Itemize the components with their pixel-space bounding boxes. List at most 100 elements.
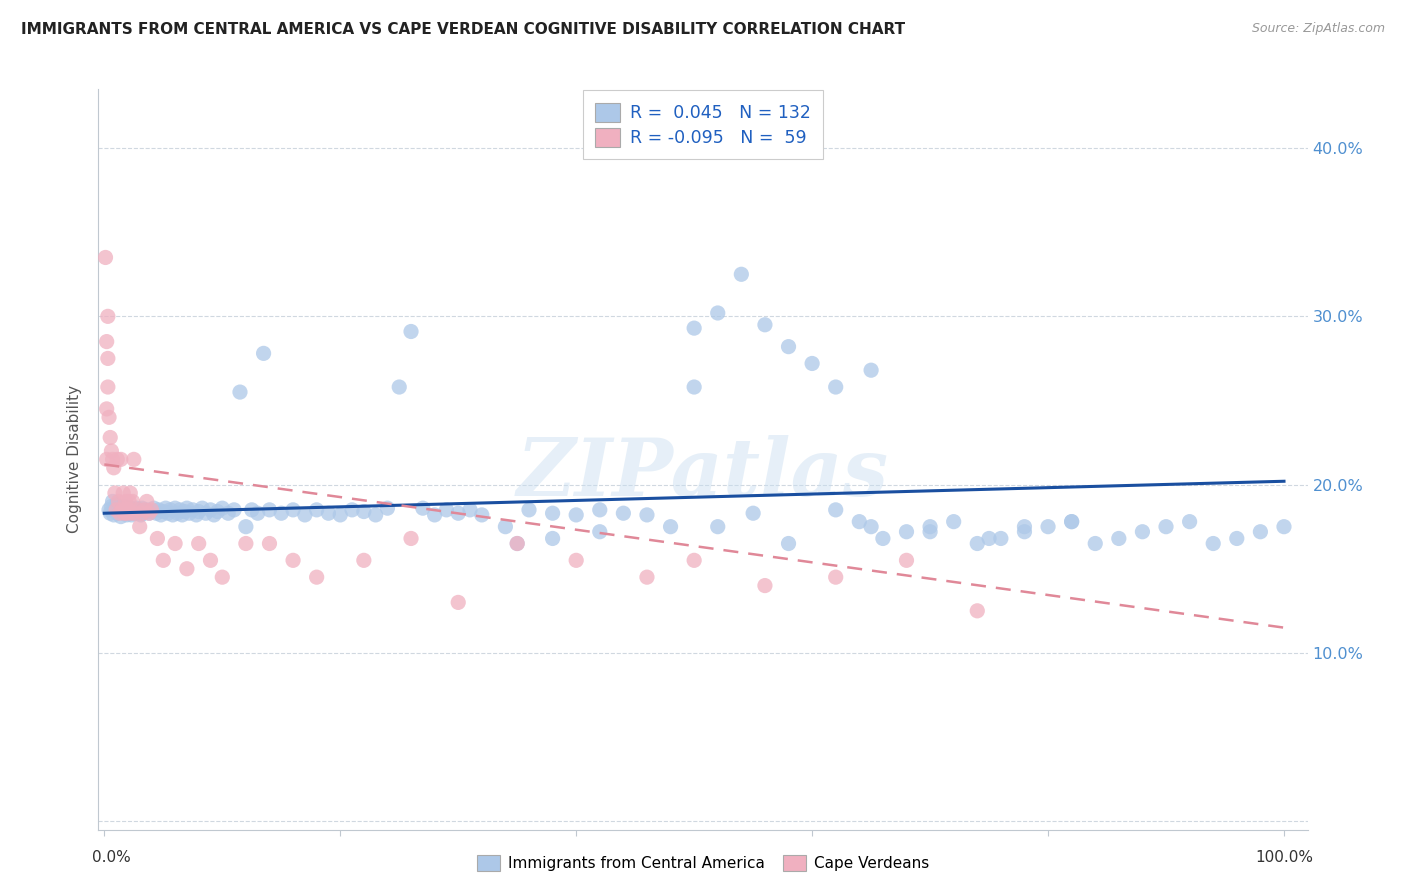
Point — [517, 503, 540, 517]
Point — [101, 494, 124, 508]
Point — [135, 503, 157, 517]
Point — [1132, 524, 1154, 539]
Point — [1036, 519, 1059, 533]
Point — [117, 503, 139, 517]
Point — [115, 506, 138, 520]
Point — [200, 503, 222, 517]
Point — [112, 486, 135, 500]
Point — [131, 501, 153, 516]
Point — [107, 501, 129, 516]
Point — [824, 380, 846, 394]
Point — [111, 501, 134, 516]
Point — [1272, 519, 1295, 533]
Legend: Immigrants from Central America, Cape Verdeans: Immigrants from Central America, Cape Ve… — [471, 849, 935, 877]
Text: IMMIGRANTS FROM CENTRAL AMERICA VS CAPE VERDEAN COGNITIVE DISABILITY CORRELATION: IMMIGRANTS FROM CENTRAL AMERICA VS CAPE … — [21, 22, 905, 37]
Point — [124, 506, 146, 520]
Point — [942, 515, 965, 529]
Point — [120, 506, 142, 520]
Point — [305, 503, 328, 517]
Point — [990, 532, 1012, 546]
Point — [100, 444, 122, 458]
Point — [120, 486, 142, 500]
Point — [127, 506, 149, 520]
Point — [896, 553, 918, 567]
Point — [186, 508, 208, 522]
Point — [329, 508, 352, 522]
Point — [124, 504, 146, 518]
Point — [860, 363, 883, 377]
Point — [240, 503, 263, 517]
Point — [134, 503, 156, 517]
Point — [112, 506, 135, 520]
Point — [157, 506, 180, 520]
Point — [108, 506, 131, 520]
Y-axis label: Cognitive Disability: Cognitive Disability — [67, 385, 83, 533]
Point — [118, 506, 141, 520]
Point — [173, 504, 195, 518]
Point — [353, 553, 375, 567]
Point — [121, 503, 143, 517]
Point — [541, 532, 564, 546]
Point — [135, 494, 157, 508]
Point — [259, 536, 281, 550]
Point — [1202, 536, 1225, 550]
Point — [211, 501, 233, 516]
Point — [127, 503, 149, 517]
Point — [259, 503, 281, 517]
Point — [118, 494, 141, 508]
Point — [589, 503, 612, 517]
Point — [318, 506, 340, 520]
Point — [114, 504, 136, 518]
Point — [128, 503, 150, 517]
Point — [1108, 532, 1130, 546]
Point — [100, 500, 122, 514]
Point — [1226, 532, 1249, 546]
Point — [181, 503, 204, 517]
Point — [364, 508, 387, 522]
Point — [98, 410, 121, 425]
Point — [612, 506, 634, 520]
Point — [96, 452, 118, 467]
Point — [506, 536, 529, 550]
Point — [1060, 515, 1083, 529]
Point — [96, 334, 118, 349]
Point — [211, 570, 233, 584]
Point — [172, 508, 194, 522]
Point — [872, 532, 894, 546]
Point — [636, 508, 658, 522]
Point — [135, 504, 157, 518]
Point — [200, 553, 222, 567]
Point — [207, 504, 229, 518]
Point — [152, 553, 174, 567]
Point — [152, 504, 174, 518]
Point — [399, 325, 422, 339]
Point — [824, 503, 846, 517]
Point — [105, 503, 128, 517]
Point — [217, 506, 239, 520]
Point — [754, 578, 776, 592]
Text: ZIPatlas: ZIPatlas — [517, 435, 889, 513]
Point — [179, 506, 201, 520]
Point — [1060, 515, 1083, 529]
Point — [142, 501, 165, 516]
Point — [246, 506, 269, 520]
Point — [1014, 524, 1036, 539]
Point — [131, 506, 153, 520]
Point — [194, 506, 217, 520]
Point — [270, 506, 292, 520]
Point — [541, 506, 564, 520]
Point — [388, 380, 411, 394]
Point — [138, 506, 160, 520]
Point — [412, 501, 434, 516]
Point — [97, 380, 120, 394]
Point — [176, 501, 198, 516]
Point — [103, 508, 125, 522]
Point — [235, 536, 257, 550]
Text: 100.0%: 100.0% — [1256, 850, 1313, 865]
Point — [447, 506, 470, 520]
Point — [235, 519, 257, 533]
Point — [104, 486, 127, 500]
Point — [155, 501, 177, 516]
Point — [98, 506, 121, 520]
Point — [96, 401, 118, 416]
